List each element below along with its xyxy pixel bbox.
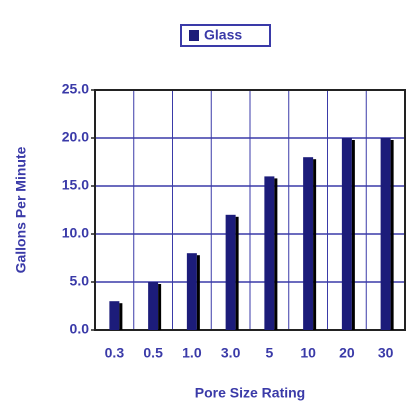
bar <box>380 138 391 330</box>
y-tick-label: 25.0 <box>62 81 89 97</box>
x-axis-label: Pore Size Rating <box>195 385 305 401</box>
bar-shade <box>274 178 278 330</box>
y-axis-label: Gallons Per Minute <box>13 146 29 273</box>
y-tick-label: 0.0 <box>70 321 90 337</box>
bar <box>341 138 352 330</box>
bar <box>148 282 159 330</box>
bar-shade <box>390 140 394 330</box>
x-tick-label: 3.0 <box>221 345 241 361</box>
bar-shade <box>235 216 239 330</box>
x-tick-label: 0.5 <box>143 345 163 361</box>
y-tick-label: 15.0 <box>62 177 89 193</box>
bar <box>303 157 314 330</box>
x-tick-label: 1.0 <box>182 345 202 361</box>
x-tick-label: 20 <box>339 345 355 361</box>
plot-frame <box>94 89 406 331</box>
x-tick-label: 10 <box>300 345 316 361</box>
x-tick-label: 5 <box>265 345 273 361</box>
bar <box>109 301 120 330</box>
y-tick-label: 20.0 <box>62 129 89 145</box>
bar <box>225 214 236 330</box>
x-tick-label: 30 <box>378 345 394 361</box>
bar-shade <box>196 255 200 330</box>
bar-shade <box>351 140 355 330</box>
bar-shade <box>313 159 317 330</box>
bar <box>264 176 275 330</box>
y-tick-label: 5.0 <box>70 273 90 289</box>
x-tick-label: 0.3 <box>105 345 125 361</box>
legend-box <box>180 24 271 47</box>
bar-shade <box>158 284 162 330</box>
legend-swatch <box>189 30 199 41</box>
bar-shade <box>119 303 123 330</box>
bar <box>186 253 197 330</box>
legend-label: Glass <box>204 27 242 43</box>
y-tick-label: 10.0 <box>62 225 89 241</box>
